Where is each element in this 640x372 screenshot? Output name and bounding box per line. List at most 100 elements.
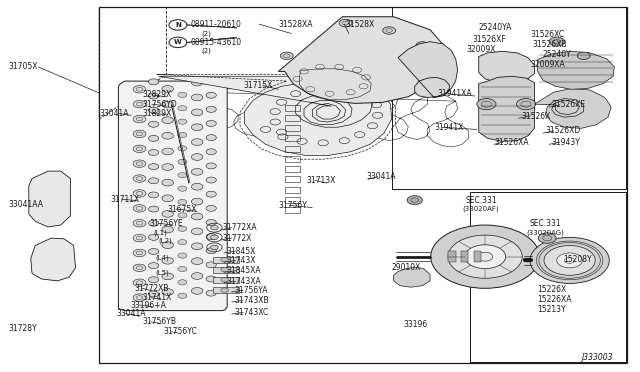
- Polygon shape: [118, 81, 227, 311]
- Circle shape: [148, 220, 159, 226]
- Circle shape: [178, 253, 187, 258]
- Text: 31705X: 31705X: [8, 62, 38, 71]
- Text: 31526X: 31526X: [522, 112, 551, 121]
- Circle shape: [191, 243, 203, 250]
- Circle shape: [133, 130, 146, 138]
- Text: W: W: [174, 39, 182, 45]
- Circle shape: [148, 263, 159, 269]
- Circle shape: [178, 213, 187, 218]
- Circle shape: [178, 132, 187, 138]
- Polygon shape: [213, 277, 239, 283]
- Text: 31845X: 31845X: [227, 247, 256, 256]
- Text: 33041A: 33041A: [116, 309, 146, 318]
- Circle shape: [477, 99, 496, 110]
- Bar: [392, 7, 626, 189]
- Circle shape: [191, 154, 203, 160]
- Polygon shape: [213, 287, 239, 293]
- Circle shape: [211, 225, 218, 230]
- Circle shape: [191, 273, 203, 279]
- Text: 31713X: 31713X: [306, 176, 335, 185]
- Circle shape: [191, 228, 203, 235]
- Circle shape: [133, 175, 146, 182]
- Circle shape: [557, 253, 582, 268]
- Circle shape: [549, 37, 564, 46]
- Text: (2): (2): [202, 30, 211, 37]
- Circle shape: [416, 42, 429, 49]
- Circle shape: [178, 199, 187, 205]
- Circle shape: [211, 235, 218, 240]
- Polygon shape: [534, 89, 611, 128]
- Text: 31756YE: 31756YE: [150, 219, 184, 228]
- Text: 25240Y: 25240Y: [543, 50, 572, 59]
- Text: 08915-43610: 08915-43610: [191, 38, 242, 47]
- Text: 31715X: 31715X: [243, 81, 273, 90]
- Text: 31526XE: 31526XE: [552, 100, 586, 109]
- Text: 31728Y: 31728Y: [8, 324, 37, 333]
- Circle shape: [178, 106, 187, 111]
- Circle shape: [133, 279, 146, 286]
- Circle shape: [206, 121, 216, 126]
- Circle shape: [178, 186, 187, 191]
- Circle shape: [206, 234, 216, 240]
- Circle shape: [577, 52, 590, 60]
- Circle shape: [538, 233, 556, 243]
- Circle shape: [544, 246, 595, 275]
- Circle shape: [191, 183, 203, 190]
- Circle shape: [191, 288, 203, 294]
- Text: 31526XC: 31526XC: [530, 31, 564, 39]
- Circle shape: [169, 20, 187, 30]
- Circle shape: [206, 205, 216, 211]
- Circle shape: [191, 169, 203, 175]
- Circle shape: [178, 173, 187, 178]
- Circle shape: [133, 294, 146, 301]
- Circle shape: [148, 93, 159, 99]
- Circle shape: [206, 248, 216, 254]
- Circle shape: [133, 100, 146, 108]
- Circle shape: [221, 288, 228, 292]
- Text: SEC.331: SEC.331: [530, 219, 561, 228]
- Text: 31756YB: 31756YB: [142, 317, 176, 326]
- Bar: [470, 192, 626, 362]
- Text: 31941X: 31941X: [434, 123, 463, 132]
- Text: 15208Y: 15208Y: [563, 255, 592, 264]
- Circle shape: [162, 257, 173, 264]
- Text: (2): (2): [202, 48, 211, 54]
- Text: 32009X: 32009X: [466, 45, 495, 54]
- Polygon shape: [461, 251, 468, 262]
- Circle shape: [206, 92, 216, 98]
- Text: 31943Y: 31943Y: [552, 138, 580, 147]
- Circle shape: [191, 79, 203, 86]
- Circle shape: [148, 234, 159, 240]
- Text: 31526XF: 31526XF: [472, 35, 506, 44]
- Circle shape: [148, 291, 159, 297]
- Text: 33196: 33196: [403, 320, 428, 329]
- Circle shape: [206, 290, 216, 296]
- Circle shape: [564, 257, 575, 263]
- Text: 31711X: 31711X: [110, 195, 140, 203]
- Text: 31743X: 31743X: [227, 256, 256, 265]
- Circle shape: [148, 248, 159, 254]
- Text: 31743XB: 31743XB: [234, 296, 269, 305]
- Circle shape: [206, 276, 216, 282]
- Text: 15226X: 15226X: [538, 285, 567, 294]
- Circle shape: [178, 146, 187, 151]
- Polygon shape: [159, 76, 392, 155]
- Text: 31526XD: 31526XD: [545, 126, 580, 135]
- Circle shape: [162, 148, 173, 155]
- Polygon shape: [213, 257, 239, 263]
- Polygon shape: [479, 76, 534, 141]
- Circle shape: [120, 112, 136, 121]
- Text: 31772X: 31772X: [223, 234, 252, 243]
- Circle shape: [133, 264, 146, 272]
- Text: (L2): (L2): [159, 238, 172, 244]
- Circle shape: [431, 225, 540, 288]
- Circle shape: [148, 178, 159, 184]
- Circle shape: [407, 196, 422, 205]
- Circle shape: [221, 257, 228, 262]
- Circle shape: [221, 278, 228, 282]
- Circle shape: [206, 163, 216, 169]
- Circle shape: [133, 160, 146, 167]
- Circle shape: [516, 99, 536, 110]
- Circle shape: [133, 205, 146, 212]
- Polygon shape: [538, 51, 614, 89]
